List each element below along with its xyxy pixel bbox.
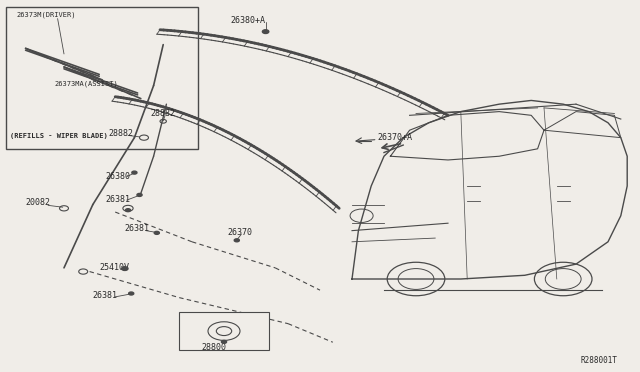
Bar [6, 7, 198, 149]
Text: 26381: 26381 [125, 224, 150, 233]
Text: 28882: 28882 [150, 109, 175, 118]
Text: 26370: 26370 [227, 228, 252, 237]
Circle shape [154, 231, 159, 234]
Text: 26380+A: 26380+A [230, 16, 266, 25]
Circle shape [132, 171, 137, 174]
Circle shape [234, 239, 239, 242]
Text: 26381: 26381 [106, 195, 131, 203]
Circle shape [221, 340, 227, 343]
Circle shape [137, 193, 142, 196]
Text: 28882: 28882 [109, 129, 134, 138]
Text: 26370+A: 26370+A [378, 133, 413, 142]
Circle shape [262, 30, 269, 33]
Text: 26373MA(ASSIST): 26373MA(ASSIST) [54, 81, 118, 87]
Text: 25410V: 25410V [99, 263, 129, 272]
Text: 26373M(DRIVER): 26373M(DRIVER) [16, 12, 76, 18]
Circle shape [129, 292, 134, 295]
Circle shape [122, 267, 128, 270]
Text: 26380: 26380 [106, 172, 131, 181]
Circle shape [125, 209, 131, 212]
Bar [179, 312, 269, 350]
Text: R288001T: R288001T [580, 356, 618, 365]
Text: 26381: 26381 [93, 291, 118, 300]
Text: (REFILLS - WIPER BLADE): (REFILLS - WIPER BLADE) [10, 133, 108, 139]
Text: 20082: 20082 [26, 198, 51, 207]
Text: 28800: 28800 [202, 343, 227, 352]
